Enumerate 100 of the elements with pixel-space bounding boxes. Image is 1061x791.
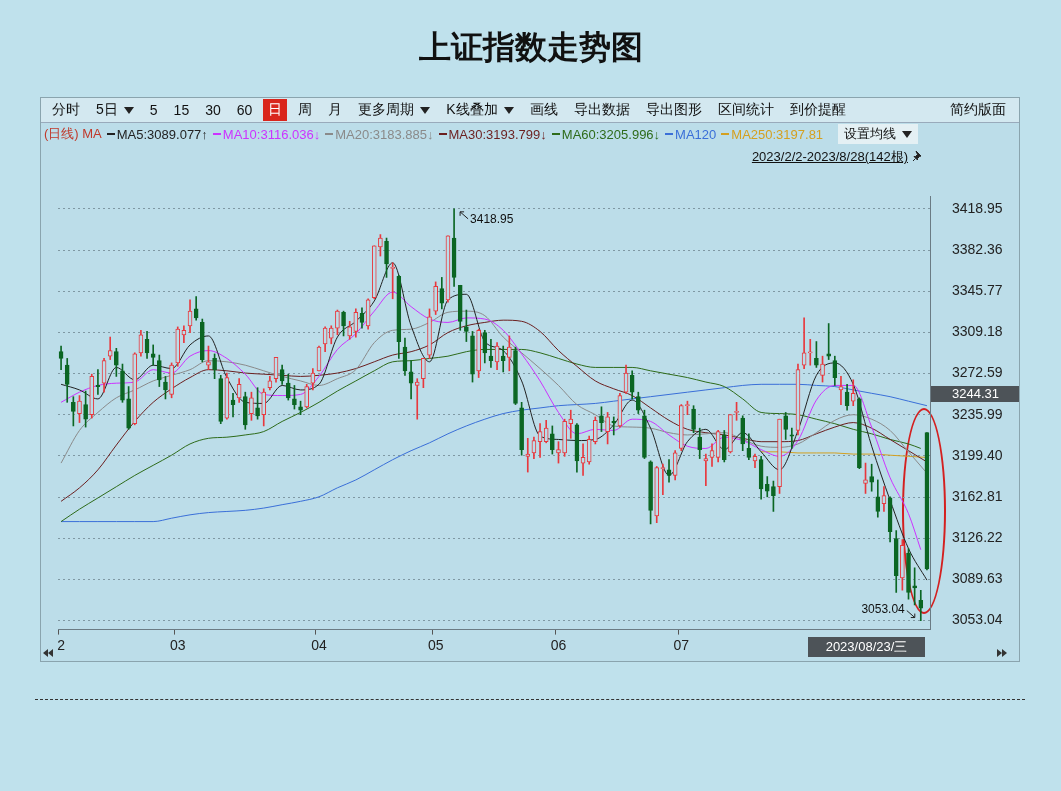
annotation: 3053.04 [861,601,906,616]
x-tick-label: 04 [311,636,327,653]
candlestick [826,323,832,360]
candlestick [513,346,518,405]
candlestick [820,355,825,383]
candlestick [814,341,819,368]
x-tick-label: 05 [427,636,444,653]
candlestick [249,391,254,421]
text: 5 [148,101,159,120]
annotation: 3418.95 [470,212,514,227]
legend-title: (日线) MA [44,125,102,143]
y-tick-label: 3345.77 [952,282,1003,299]
text: 30 [204,101,222,120]
y-tick-label: 3382.36 [952,240,1003,257]
line-series [60,319,928,502]
y-tick-label: 3309.18 [952,323,1003,340]
text: 分时 [51,100,81,119]
chart-title: 上证指数走势图 [417,27,644,68]
candlestick [568,409,574,439]
candlestick [120,363,125,403]
text: 周 [297,100,314,119]
candlestick [507,335,512,372]
legend-label: MA20:3183.885↓ [335,126,434,142]
candlestick [592,416,598,445]
text: 简约版面 [949,100,1007,119]
text: 区间统计 [716,100,775,119]
candlestick [912,567,917,606]
candlestick [691,405,696,434]
legend-label: MA120 [675,126,717,142]
candlestick [126,386,131,430]
text: 15 [172,101,191,120]
candlestick [728,414,733,454]
text: 设置均线 [838,124,918,144]
candlestick [414,378,420,420]
candlestick [433,281,438,315]
candlestick [335,309,340,336]
candlestick [384,237,389,278]
text: K线叠加 [445,100,499,119]
text: 导出图形 [644,100,703,119]
text: 60 [235,101,254,120]
candlestick [777,418,782,494]
candlestick [163,376,168,400]
legend-label: MA250:3197.81 [731,126,824,142]
y-tick-label: 3053.04 [952,611,1003,628]
candlestick [771,480,776,512]
candlestick [199,318,205,363]
y-tick-label: 3272.59 [952,364,1003,381]
candlestick [648,460,653,525]
y-tick-label: 3199.40 [952,446,1003,463]
legend-label: MA60:3205.996↓ [561,126,661,142]
line-series [60,310,928,474]
candlestick [464,309,469,342]
text: 导出数据 [572,100,631,119]
candlestick [347,320,353,340]
candlestick [703,453,709,486]
candlestick [71,396,76,427]
candlestick [857,397,862,470]
candlestick [783,412,789,440]
candlestick [156,354,162,387]
legend-label: MA5:3089.077↑ [116,126,208,142]
y-tick-label: 3235.99 [952,405,1003,422]
candlestick [550,425,555,455]
candlestick [562,418,567,457]
y-tick-label: 3089.63 [952,570,1003,587]
candlestick [292,385,297,410]
candlestick [500,345,506,373]
candlestick [212,353,217,380]
candlestick [525,437,531,473]
candlestick [114,347,119,377]
candlestick [900,539,905,591]
candlestick [863,462,868,494]
x-tick-label: 2 [57,636,66,653]
candlestick [869,463,874,492]
text: 到价提醒 [788,100,847,119]
candlestick [642,409,647,459]
y-tick-label: 3162.81 [952,487,1003,504]
candlestick [519,401,524,456]
candlestick [255,387,260,420]
legend-label: MA30:3193.799↓ [448,126,547,142]
candlestick [476,328,481,378]
candlestick [470,331,475,383]
line-series [60,262,928,581]
line-series [60,291,922,551]
candlestick [341,310,346,337]
candlestick [427,308,432,359]
text: 更多周期 [357,100,416,119]
candlestick [807,338,813,366]
candlestick [599,406,604,432]
candlestick [635,391,641,414]
text: 3244.31 [952,385,999,401]
candlestick [789,427,795,449]
candlestick [556,441,561,464]
x-tick-label: 07 [673,636,690,653]
candlestick [605,412,610,445]
x-tick-label: 03 [169,636,186,653]
candlestick [298,400,303,416]
line-series [60,383,928,523]
y-tick-label: 3126.22 [952,529,1003,546]
x-tick-label: 06 [550,636,567,653]
candlestick [83,390,88,428]
